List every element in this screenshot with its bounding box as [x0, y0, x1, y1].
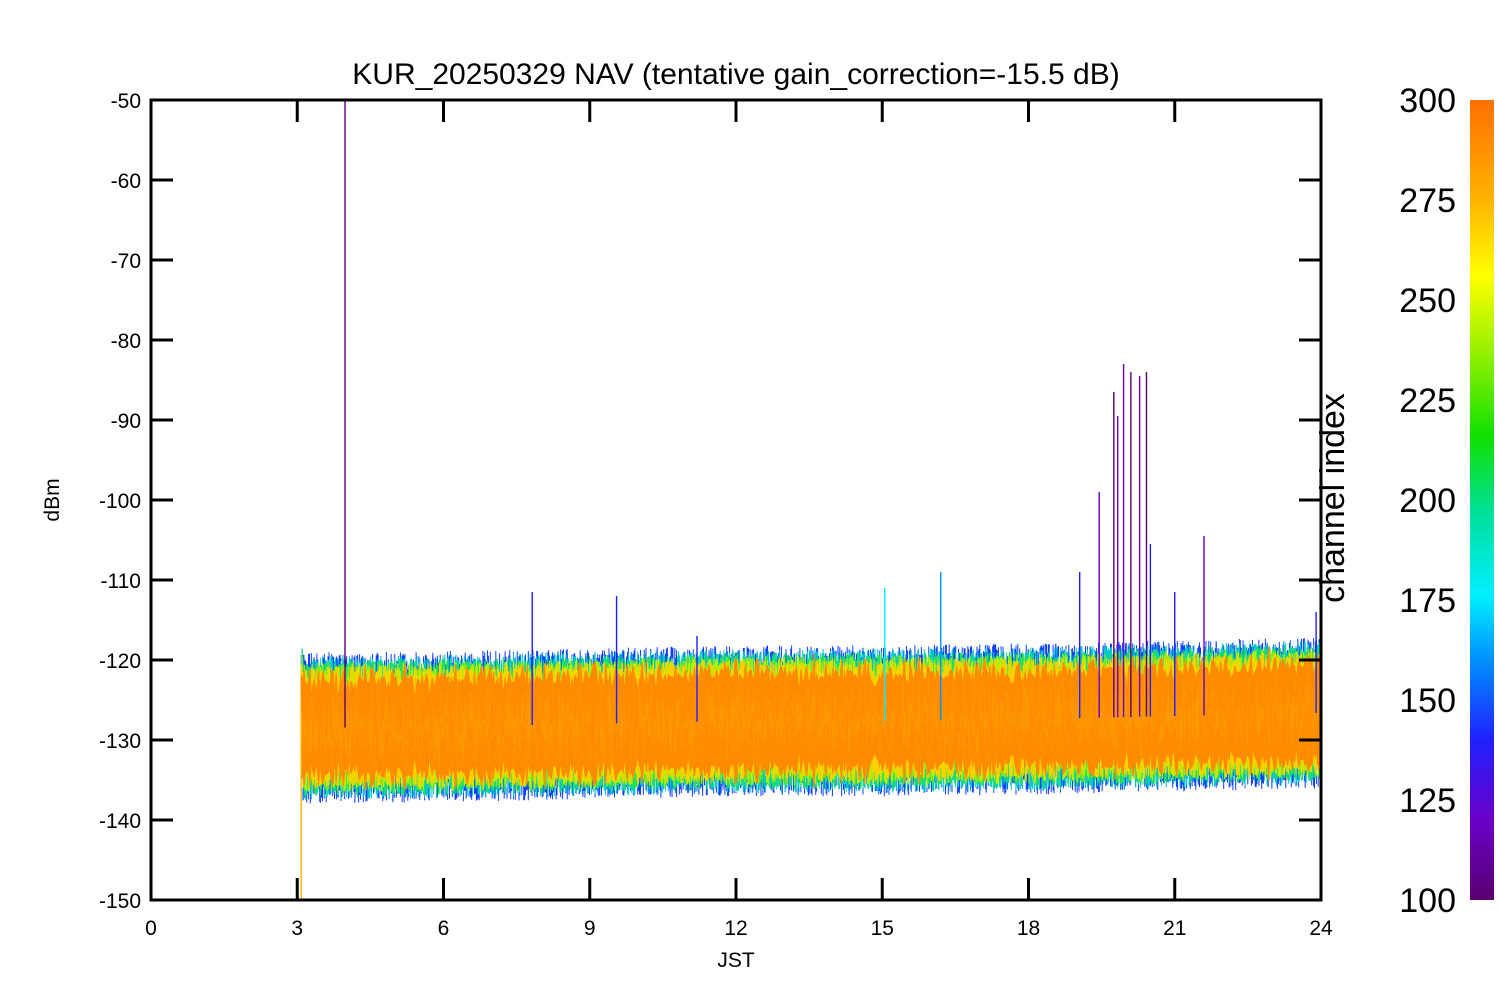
colorbar-tick-label: 100 — [1399, 882, 1456, 920]
colorbar-tick-labels: 300 275 250 225 200 175 150 125 100 — [1399, 82, 1456, 920]
plot-data — [300, 100, 1321, 900]
y-tick-label: -90 — [111, 410, 141, 433]
plot-axes — [149, 98, 1323, 902]
chart-title: KUR_20250329 NAV (tentative gain_correct… — [352, 58, 1119, 91]
noise-band-texture — [300, 658, 1321, 780]
x-tick-label: 15 — [871, 917, 894, 940]
y-tick-label: -110 — [101, 570, 141, 593]
colorbar-tick-label: 250 — [1399, 282, 1456, 320]
colorbar-tick-label: 275 — [1399, 182, 1456, 220]
x-tick-label: 21 — [1163, 917, 1186, 940]
x-tick-label: 24 — [1309, 917, 1333, 940]
y-tick-label: -70 — [111, 250, 141, 273]
x-tick-label: 9 — [584, 917, 596, 940]
y-tick-label: -130 — [99, 730, 141, 753]
colorbar-tick-label: 225 — [1399, 382, 1456, 420]
x-tick-labels: 0 3 6 9 12 15 18 21 24 — [145, 917, 1333, 940]
y-tick-label: -50 — [111, 90, 141, 113]
y-tick-label: -150 — [99, 890, 141, 913]
y-tick-label: -120 — [99, 650, 141, 673]
x-tick-label: 3 — [291, 917, 303, 940]
x-axis-label: JST — [717, 949, 755, 972]
x-tick-label: 6 — [438, 917, 450, 940]
colorbar-tick-label: 175 — [1399, 582, 1456, 620]
colorbar-tick-label: 200 — [1399, 482, 1456, 520]
y-tick-label: -80 — [111, 330, 141, 353]
x-tick-label: 0 — [145, 917, 157, 940]
colorbar-tick-label: 150 — [1399, 682, 1456, 720]
colorbar-tick-label: 300 — [1399, 82, 1456, 120]
x-tick-label: 18 — [1017, 917, 1040, 940]
colorbar-tick-label: 125 — [1399, 782, 1456, 820]
colorbar — [1470, 100, 1494, 900]
y-tick-label: -140 — [99, 810, 141, 833]
y-tick-labels: -50 -60 -70 -80 -90 -100 -110 -120 -130 -140 -150 — [99, 90, 141, 913]
y-axis-label: dBm — [41, 478, 64, 521]
colorbar-label: channel index — [1314, 393, 1352, 603]
y-tick-label: -100 — [99, 490, 141, 513]
x-tick-label: 12 — [724, 917, 747, 940]
y-tick-label: -60 — [111, 170, 141, 193]
